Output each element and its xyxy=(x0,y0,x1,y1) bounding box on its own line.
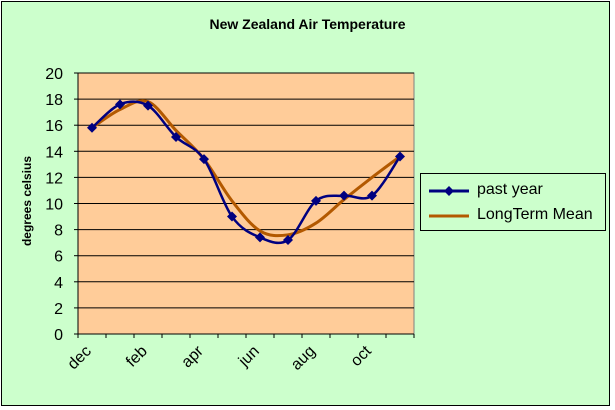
y-tick-label-18: 18 xyxy=(45,92,63,109)
legend-swatch-past-year xyxy=(429,186,469,196)
data-point-past-year-jul xyxy=(283,235,293,246)
data-point-past-year-nov xyxy=(395,151,405,162)
chart-title: New Zealand Air Temperature xyxy=(209,16,406,32)
y-tick-label-16: 16 xyxy=(45,118,63,135)
data-point-past-year-mar xyxy=(171,131,181,142)
data-point-past-year-oct xyxy=(367,190,377,201)
data-point-past-year-dec xyxy=(87,122,97,133)
legend-label-past-year: past year xyxy=(477,181,543,198)
data-point-past-year-feb xyxy=(143,100,153,111)
legend-item-past-year: past year xyxy=(427,179,603,203)
legend-label-longterm-mean: LongTerm Mean xyxy=(477,206,593,223)
data-point-past-year-jun xyxy=(255,232,265,243)
x-tick-label-aug: aug xyxy=(288,343,319,374)
y-tick-label-14: 14 xyxy=(45,144,63,161)
x-tick-label-feb: feb xyxy=(123,343,151,371)
data-point-past-year-sep xyxy=(339,190,349,201)
x-tick-label-jun: jun xyxy=(235,343,263,371)
y-tick-label-2: 2 xyxy=(54,301,63,318)
y-tick-label-0: 0 xyxy=(54,327,63,344)
y-tick-label-12: 12 xyxy=(45,170,63,187)
y-tick-label-8: 8 xyxy=(54,223,63,240)
y-tick-label-10: 10 xyxy=(45,197,63,214)
data-point-past-year-may xyxy=(227,211,237,222)
y-tick-label-20: 20 xyxy=(45,66,63,83)
y-tick-label-6: 6 xyxy=(54,249,63,266)
x-tick-label-apr: apr xyxy=(178,342,207,371)
data-point-past-year-apr xyxy=(199,154,209,165)
legend: past year LongTerm Mean xyxy=(420,173,606,231)
x-tick-label-dec: dec xyxy=(65,343,95,373)
legend-item-longterm-mean: LongTerm Mean xyxy=(427,204,603,228)
legend-swatch-longterm-mean xyxy=(429,214,469,218)
y-tick-label-4: 4 xyxy=(54,275,63,292)
data-point-past-year-aug xyxy=(311,195,321,206)
data-point-past-year-jan xyxy=(115,99,125,110)
x-tick-label-oct: oct xyxy=(348,342,376,370)
